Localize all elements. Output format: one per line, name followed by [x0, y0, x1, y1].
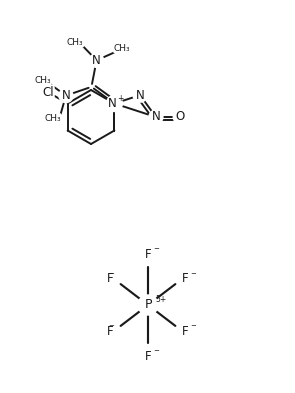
Text: N: N: [108, 97, 117, 110]
Text: F: F: [107, 272, 114, 285]
Circle shape: [90, 53, 104, 67]
Text: P: P: [144, 299, 152, 312]
Text: F: F: [182, 272, 189, 285]
Text: −: −: [153, 246, 159, 252]
Text: +: +: [117, 94, 124, 103]
Text: F: F: [145, 349, 151, 362]
Circle shape: [173, 110, 187, 124]
Text: −: −: [191, 323, 196, 329]
Text: F: F: [107, 325, 114, 338]
Text: CH₃: CH₃: [44, 114, 61, 123]
Text: −: −: [191, 271, 196, 277]
Circle shape: [133, 88, 147, 102]
Text: N: N: [92, 54, 101, 67]
Text: O: O: [176, 110, 185, 123]
Text: Cl: Cl: [42, 86, 54, 99]
Text: CH₃: CH₃: [34, 75, 51, 84]
Text: F: F: [145, 248, 151, 261]
Text: 5+: 5+: [155, 296, 166, 305]
Circle shape: [59, 89, 73, 103]
Circle shape: [104, 272, 117, 286]
Text: −: −: [109, 271, 114, 277]
Circle shape: [138, 295, 158, 315]
Text: F: F: [182, 325, 189, 338]
Text: N: N: [62, 89, 70, 102]
Circle shape: [104, 324, 117, 338]
Circle shape: [178, 272, 193, 286]
Circle shape: [178, 324, 193, 338]
Text: CH₃: CH₃: [67, 38, 83, 47]
Circle shape: [141, 247, 155, 261]
Text: −: −: [153, 348, 159, 354]
Text: N: N: [136, 89, 145, 102]
Text: CH₃: CH₃: [114, 44, 130, 53]
Text: N: N: [152, 110, 160, 123]
Circle shape: [149, 110, 163, 124]
Circle shape: [106, 95, 122, 112]
Text: −: −: [109, 323, 114, 329]
Circle shape: [141, 349, 155, 363]
